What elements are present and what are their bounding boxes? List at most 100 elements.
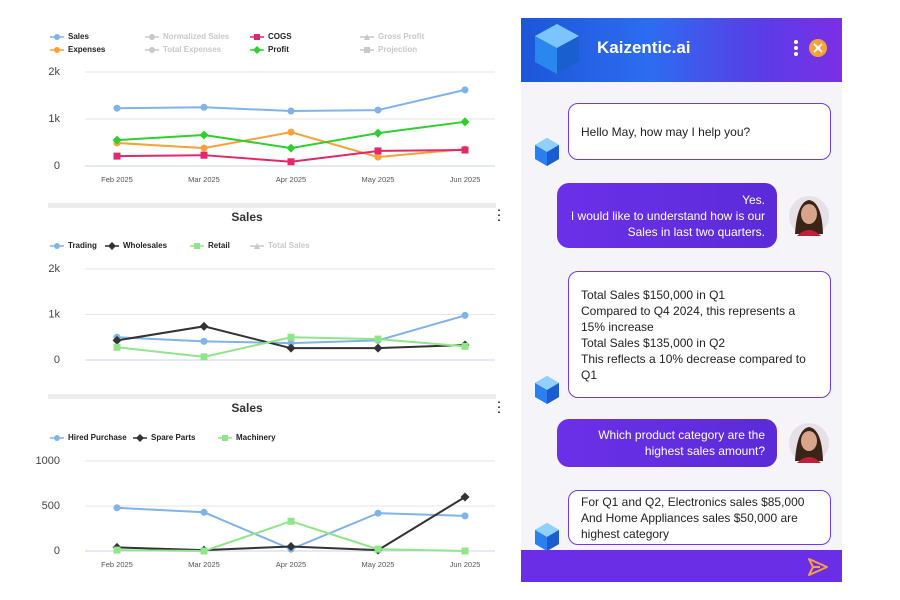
marker	[287, 339, 295, 347]
legend-item[interactable]: Profit	[250, 45, 289, 54]
marker	[113, 104, 121, 112]
marker	[461, 512, 469, 520]
message: Hello May, how may I help you?	[568, 103, 831, 160]
legend-label: Spare Parts	[151, 433, 196, 442]
marker	[287, 107, 295, 115]
chat-input-bar[interactable]	[521, 550, 842, 582]
legend-item[interactable]: Sales	[50, 32, 89, 41]
marker	[364, 34, 370, 40]
legend-item[interactable]: Wholesales	[105, 241, 168, 250]
marker	[461, 146, 469, 154]
charts-panel: ⋮ ⋮ 0 1k 2k Feb 2025 Mar 2025 Apr 2025 May 202…	[36, 32, 505, 569]
legend-item[interactable]: Normalized Sales	[145, 32, 230, 41]
legend-item[interactable]: COGS	[250, 32, 292, 41]
y-tick-label: 2k	[48, 263, 60, 275]
legend-item[interactable]: Expenses	[50, 45, 106, 54]
message-text: Total Sales $150,000 in Q1	[581, 287, 726, 302]
bot-icon	[535, 376, 559, 404]
message: Which product category are the highest sa…	[557, 419, 777, 467]
legend-item[interactable]: Retail	[190, 241, 230, 250]
chat-widget: Kaizentic.ai Hello May, how may I help y…	[521, 18, 842, 582]
message: Yes. I would like to understand how is ou…	[557, 183, 777, 248]
marker	[374, 153, 382, 161]
marker	[461, 311, 469, 319]
marker	[149, 47, 155, 53]
marker	[374, 147, 382, 155]
marker	[364, 47, 370, 53]
legend-item[interactable]: Spare Parts	[133, 433, 196, 442]
legend-label: Retail	[208, 241, 230, 250]
message-text: Sales in last two quarters.	[627, 224, 765, 239]
close-button[interactable]	[809, 39, 827, 57]
marker	[113, 152, 121, 160]
y-tick-label: 0	[54, 545, 60, 557]
legend-label: Expenses	[68, 45, 106, 54]
legend-item[interactable]: Machinery	[218, 433, 276, 442]
menu-icon[interactable]: ⋮	[492, 207, 505, 223]
legend-label: Profit	[268, 45, 289, 54]
message-text: This reflects a 10% decrease compared to	[581, 351, 806, 366]
chart-title: Sales	[231, 401, 263, 415]
bot-icon	[535, 523, 559, 551]
marker	[373, 343, 383, 353]
legend-item[interactable]: Total Sales	[250, 241, 310, 250]
legend-label: Total Sales	[268, 241, 310, 250]
legend-label: COGS	[268, 32, 292, 41]
x-tick-label: Apr 2025	[276, 560, 306, 569]
y-tick-label: 0	[54, 160, 60, 172]
x-tick-label: Apr 2025	[276, 175, 306, 184]
marker	[112, 335, 122, 345]
send-button[interactable]	[806, 557, 830, 577]
marker	[461, 342, 469, 350]
marker	[287, 333, 295, 341]
marker	[286, 143, 296, 153]
message-text: Which product category are the	[598, 428, 765, 442]
marker	[54, 435, 60, 441]
bot-icon	[535, 138, 559, 166]
marker	[254, 243, 260, 249]
legend-item[interactable]: Total Expenses	[145, 45, 222, 54]
legend-item[interactable]: Projection	[360, 45, 417, 54]
message-text: highest sales amount?	[644, 444, 765, 458]
user-avatar	[789, 195, 829, 236]
marker	[286, 343, 296, 353]
marker	[253, 46, 261, 54]
marker	[200, 353, 208, 361]
message-text: 15% increase	[581, 319, 654, 334]
legend-label: Normalized Sales	[163, 32, 230, 41]
marker	[287, 158, 295, 166]
chat-header: Kaizentic.ai	[521, 18, 842, 82]
y-tick-label: 2k	[48, 66, 60, 78]
legend-item[interactable]: Gross Profit	[360, 32, 425, 41]
message: For Q1 and Q2, Electronics sales $85,000…	[568, 490, 831, 545]
legend-label: Gross Profit	[378, 32, 425, 41]
marker	[374, 335, 382, 343]
y-tick-label: 1000	[36, 455, 60, 467]
chart-title: Sales	[231, 210, 263, 224]
user-avatar	[789, 423, 829, 463]
marker	[54, 34, 60, 40]
message-text: Yes.	[742, 192, 765, 207]
marker	[54, 47, 60, 53]
legend-label: Projection	[378, 45, 417, 54]
marker	[460, 492, 470, 502]
message: Total Sales $150,000 in Q1 Compared to Q4…	[568, 271, 831, 398]
message-text: For Q1 and Q2, Electronics sales $85,000	[581, 494, 805, 509]
menu-icon[interactable]: ⋮	[492, 399, 505, 415]
legend-label: Total Expenses	[163, 45, 222, 54]
legend-label: Trading	[68, 241, 97, 250]
marker	[113, 546, 121, 554]
marker	[113, 504, 121, 512]
legend-item[interactable]: Hired Purchase	[50, 433, 127, 442]
marker	[200, 508, 208, 516]
marker	[287, 128, 295, 136]
x-tick-label: May 2025	[362, 560, 395, 569]
marker	[199, 130, 209, 140]
x-tick-label: May 2025	[362, 175, 395, 184]
marker	[200, 151, 208, 159]
legend-item[interactable]: Trading	[50, 241, 97, 250]
separator	[48, 203, 496, 208]
legend-label: Sales	[68, 32, 89, 41]
x-tick-label: Feb 2025	[101, 560, 133, 569]
message-text: Compared to Q4 2024, this represents a	[581, 303, 796, 318]
